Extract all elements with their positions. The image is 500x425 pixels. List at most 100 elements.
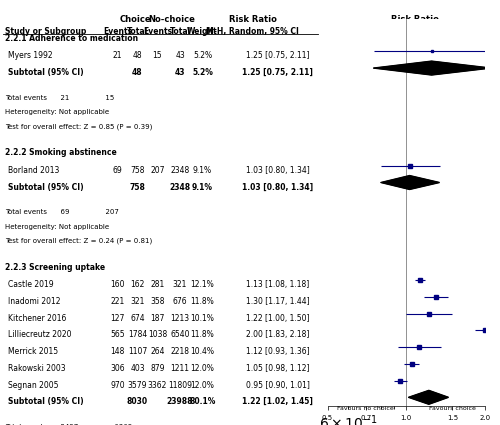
Text: 43: 43 (175, 68, 185, 77)
Text: 5.2%: 5.2% (193, 51, 212, 60)
Text: Weight: Weight (187, 27, 218, 36)
Text: 2.2.2 Smoking abstinence: 2.2.2 Smoking abstinence (5, 148, 117, 157)
Text: Total: Total (127, 27, 148, 36)
Text: Total: Total (170, 27, 190, 36)
Text: 2218: 2218 (170, 347, 190, 356)
Text: 12.0%: 12.0% (190, 381, 214, 390)
Text: Total events      69                207: Total events 69 207 (5, 210, 119, 215)
Text: 1.25 [0.75, 2.11]: 1.25 [0.75, 2.11] (246, 51, 309, 60)
Text: No-choice: No-choice (148, 15, 194, 24)
Text: 758: 758 (130, 182, 146, 192)
Text: 80.1%: 80.1% (190, 397, 216, 406)
Text: 676: 676 (172, 297, 188, 306)
Text: Lilliecreutz 2020: Lilliecreutz 2020 (8, 330, 71, 340)
Text: Total events      2497                6369: Total events 2497 6369 (5, 424, 132, 425)
Text: 10.4%: 10.4% (190, 347, 214, 356)
Text: 43: 43 (175, 51, 185, 60)
Text: Rakowski 2003: Rakowski 2003 (8, 364, 65, 373)
Text: 21: 21 (113, 51, 122, 60)
Text: 2.2.3 Screening uptake: 2.2.3 Screening uptake (5, 263, 105, 272)
Text: 1.05 [0.98, 1.12]: 1.05 [0.98, 1.12] (246, 364, 309, 373)
Text: 2348: 2348 (170, 166, 190, 175)
Text: Subtotal (95% CI): Subtotal (95% CI) (8, 397, 83, 406)
Text: 11809: 11809 (168, 381, 192, 390)
Text: 321: 321 (173, 280, 187, 289)
Text: 2348: 2348 (170, 182, 190, 192)
Text: 1.22 [1.02, 1.45]: 1.22 [1.02, 1.45] (242, 397, 313, 406)
Text: 6540: 6540 (170, 330, 190, 340)
Text: 221: 221 (110, 297, 124, 306)
Text: Risk Ratio: Risk Ratio (391, 15, 439, 24)
Text: Favours no choice: Favours no choice (338, 406, 394, 411)
Text: Choice: Choice (119, 15, 151, 24)
Text: 1.12 [0.93, 1.36]: 1.12 [0.93, 1.36] (246, 347, 310, 356)
Text: 1.13 [1.08, 1.18]: 1.13 [1.08, 1.18] (246, 280, 309, 289)
Text: M-H, Random, 95% CI: M-H, Random, 95% CI (368, 27, 462, 36)
Text: 281: 281 (150, 280, 164, 289)
Text: 2.2.1 Adherence to medication: 2.2.1 Adherence to medication (5, 34, 138, 43)
Text: 1.03 [0.80, 1.34]: 1.03 [0.80, 1.34] (246, 166, 310, 175)
Text: Heterogeneity: Not applicable: Heterogeneity: Not applicable (5, 109, 109, 115)
Text: 565: 565 (110, 330, 125, 340)
Polygon shape (374, 61, 491, 75)
Text: Test for overall effect: Z = 0.85 (P = 0.39): Test for overall effect: Z = 0.85 (P = 0… (5, 124, 152, 130)
Text: Risk Ratio: Risk Ratio (228, 15, 276, 24)
Text: 12.1%: 12.1% (190, 280, 214, 289)
Text: 306: 306 (110, 364, 125, 373)
Text: 23988: 23988 (167, 397, 193, 406)
Text: 148: 148 (110, 347, 124, 356)
Text: Events: Events (103, 27, 132, 36)
Polygon shape (408, 390, 449, 404)
Text: 321: 321 (130, 297, 144, 306)
Text: Inadomi 2012: Inadomi 2012 (8, 297, 60, 306)
Text: Segnan 2005: Segnan 2005 (8, 381, 58, 390)
Text: 1.25 [0.75, 2.11]: 1.25 [0.75, 2.11] (242, 68, 313, 77)
Text: 1211: 1211 (170, 364, 190, 373)
Text: 5.2%: 5.2% (192, 68, 213, 77)
Text: Borland 2013: Borland 2013 (8, 166, 59, 175)
Text: Heterogeneity: Not applicable: Heterogeneity: Not applicable (5, 224, 109, 230)
Text: M-H, Random, 95% CI: M-H, Random, 95% CI (206, 27, 299, 36)
Text: 674: 674 (130, 314, 145, 323)
Text: 162: 162 (130, 280, 144, 289)
Text: 264: 264 (150, 347, 165, 356)
Text: 403: 403 (130, 364, 145, 373)
Text: Events: Events (143, 27, 172, 36)
Text: 9.1%: 9.1% (192, 182, 213, 192)
Text: 187: 187 (150, 314, 164, 323)
Text: 11.8%: 11.8% (190, 330, 214, 340)
Polygon shape (381, 176, 440, 190)
Text: 1038: 1038 (148, 330, 167, 340)
Text: 69: 69 (112, 166, 122, 175)
Text: 1107: 1107 (128, 347, 147, 356)
Text: Subtotal (95% CI): Subtotal (95% CI) (8, 182, 83, 192)
Text: Myers 1992: Myers 1992 (8, 51, 52, 60)
Text: 15: 15 (152, 51, 162, 60)
Text: Total events      21                15: Total events 21 15 (5, 95, 114, 101)
Text: Subtotal (95% CI): Subtotal (95% CI) (8, 68, 83, 77)
Text: Kitchener 2016: Kitchener 2016 (8, 314, 66, 323)
Text: Castle 2019: Castle 2019 (8, 280, 53, 289)
Text: 0.95 [0.90, 1.01]: 0.95 [0.90, 1.01] (246, 381, 310, 390)
Text: 758: 758 (130, 166, 145, 175)
Text: 12.0%: 12.0% (190, 364, 214, 373)
Text: 160: 160 (110, 280, 125, 289)
Text: 207: 207 (150, 166, 165, 175)
Text: Study or Subgroup: Study or Subgroup (5, 27, 86, 36)
Text: 3362: 3362 (148, 381, 167, 390)
Text: 1784: 1784 (128, 330, 147, 340)
Text: 1.22 [1.00, 1.50]: 1.22 [1.00, 1.50] (246, 314, 309, 323)
Text: 358: 358 (150, 297, 165, 306)
Text: 48: 48 (132, 68, 143, 77)
Text: 2.00 [1.83, 2.18]: 2.00 [1.83, 2.18] (246, 330, 309, 340)
Text: 127: 127 (110, 314, 124, 323)
Text: 879: 879 (150, 364, 165, 373)
Text: 11.8%: 11.8% (190, 297, 214, 306)
Text: Merrick 2015: Merrick 2015 (8, 347, 58, 356)
Text: Favours choice: Favours choice (429, 406, 476, 411)
Text: 9.1%: 9.1% (193, 166, 212, 175)
Text: 1.03 [0.80, 1.34]: 1.03 [0.80, 1.34] (242, 182, 313, 192)
Text: 48: 48 (132, 51, 142, 60)
Text: 3579: 3579 (128, 381, 147, 390)
Text: 970: 970 (110, 381, 125, 390)
